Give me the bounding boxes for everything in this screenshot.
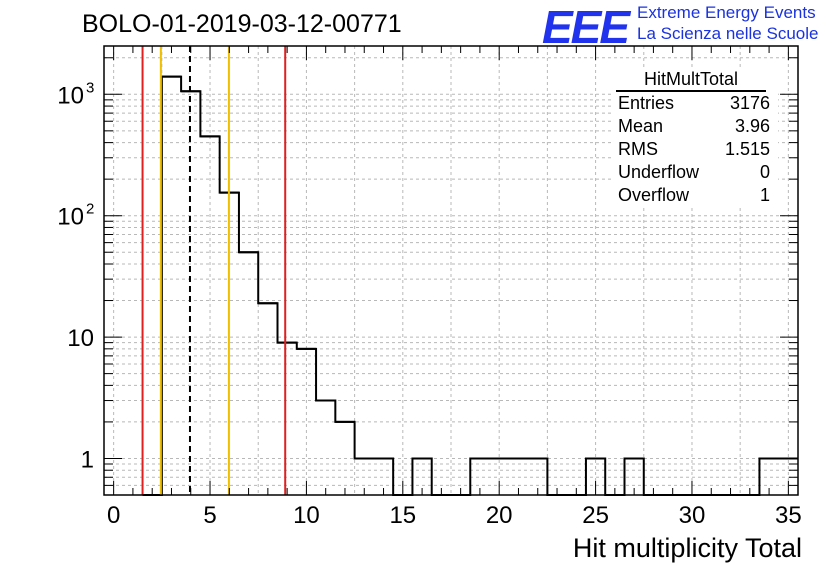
- stat-value: 1.515: [724, 139, 770, 159]
- stat-value: 3.96: [734, 116, 770, 136]
- x-tick-label: 15: [389, 502, 416, 529]
- stat-value: 1: [759, 185, 770, 205]
- x-tick-label: 0: [107, 502, 120, 529]
- eee-logo: EEE: [542, 1, 630, 53]
- stats-title: HitMultTotal: [616, 68, 766, 92]
- stat-name: Overflow: [618, 185, 690, 205]
- stats-row-overflow: Overflow 1: [612, 184, 778, 207]
- stats-row-underflow: Underflow 0: [612, 161, 778, 184]
- x-tick-label: 30: [679, 502, 706, 529]
- logo-line-2: La Scienza nelle Scuole: [637, 24, 819, 43]
- chart-title: BOLO-01-2019-03-12-00771: [82, 10, 402, 38]
- stat-name: RMS: [618, 139, 658, 159]
- x-tick-label: 5: [203, 502, 216, 529]
- y-tick-exponent: 2: [86, 201, 94, 218]
- x-axis-label: Hit multiplicity Total: [572, 533, 802, 563]
- x-tick-label: 25: [582, 502, 609, 529]
- stats-row-entries: Entries 3176: [612, 92, 778, 115]
- y-tick-label: 1: [81, 446, 94, 473]
- x-tick-label: 10: [293, 502, 320, 529]
- stat-name: Mean: [618, 116, 664, 136]
- y-tick-exponent: 3: [86, 79, 94, 96]
- y-tick-label: 10: [67, 325, 94, 352]
- stats-row-rms: RMS 1.515: [612, 138, 778, 161]
- plot-frame: [103, 45, 799, 496]
- x-tick-label: 35: [775, 502, 802, 529]
- stat-name: Underflow: [618, 162, 700, 182]
- stats-box: HitMultTotal Entries 3176 Mean 3.96 RMS …: [612, 68, 778, 208]
- stat-value: 3176: [729, 93, 770, 113]
- y-tick-label: 10: [57, 204, 84, 231]
- stats-row-mean: Mean 3.96: [612, 115, 778, 138]
- x-tick-label: 20: [486, 502, 513, 529]
- logo-line-1: Extreme Energy Events: [637, 3, 816, 22]
- y-tick-label: 10: [57, 82, 84, 109]
- stat-name: Entries: [618, 93, 675, 113]
- stat-value: 0: [759, 162, 770, 182]
